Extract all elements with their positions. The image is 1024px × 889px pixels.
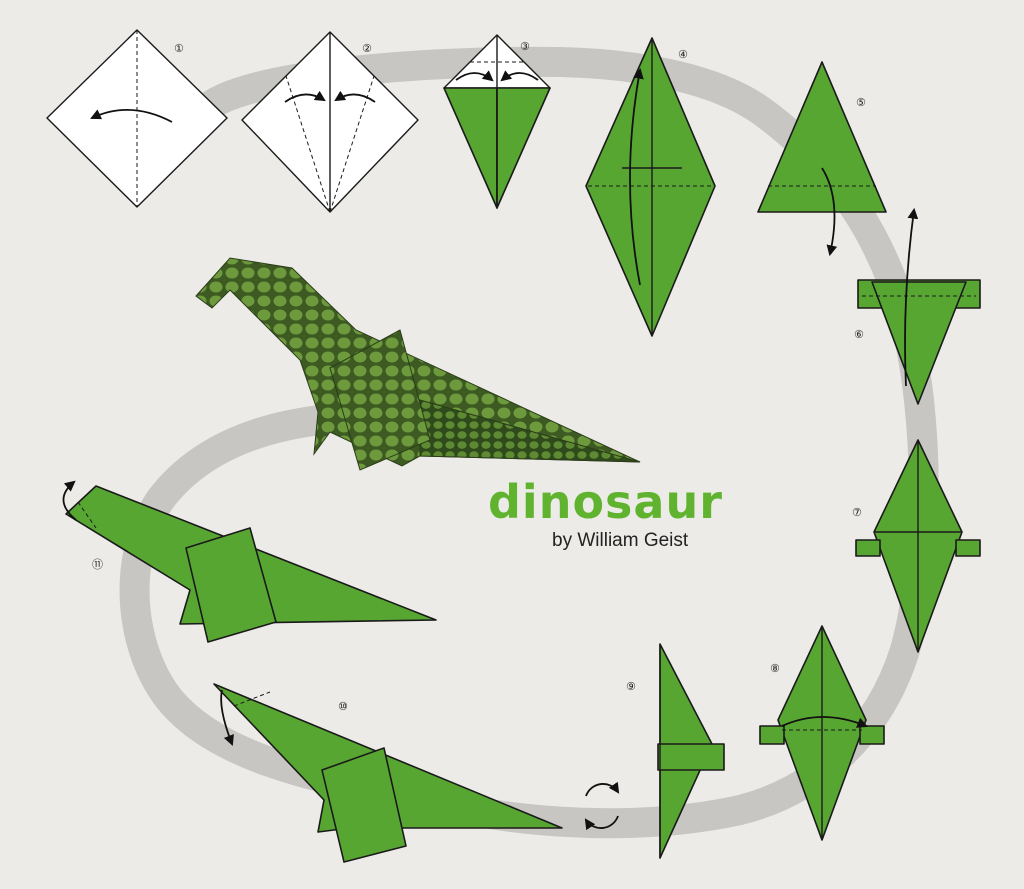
step-number-2: ② [362, 42, 372, 55]
step-5: ⑤ [757, 61, 887, 257]
page-title: dinosaur [488, 475, 723, 529]
step-7: ⑦ [852, 439, 981, 653]
step-9: ⑨ [626, 643, 725, 859]
step-6: ⑥ [854, 207, 981, 405]
step-11: ⑪ [62, 480, 437, 643]
step-3: ③ [443, 34, 551, 209]
step-number-9: ⑨ [626, 680, 636, 693]
step-number-7: ⑦ [852, 506, 862, 519]
step-number-8: ⑧ [770, 662, 780, 675]
step-1: ① [46, 29, 228, 208]
title-block: dinosaur by William Geist [488, 475, 723, 551]
svg-text:①: ① [174, 42, 184, 55]
step-10: ⑩ [213, 683, 563, 863]
author-byline: by William Geist [552, 530, 689, 551]
finished-dinosaur-model [195, 257, 641, 471]
step-number-6: ⑥ [854, 328, 864, 341]
step-number-10: ⑩ [338, 700, 348, 713]
turn-over-icon [584, 781, 620, 831]
step-number-3: ③ [520, 40, 530, 53]
step-4: ④ [585, 37, 716, 337]
step-number-11: ⑪ [92, 558, 103, 571]
step-number-1: ① [174, 42, 184, 55]
step-2: ② [241, 31, 419, 213]
step-number-5: ⑤ [856, 96, 866, 109]
step-8: ⑧ [759, 625, 885, 841]
step-number-4: ④ [678, 48, 688, 61]
